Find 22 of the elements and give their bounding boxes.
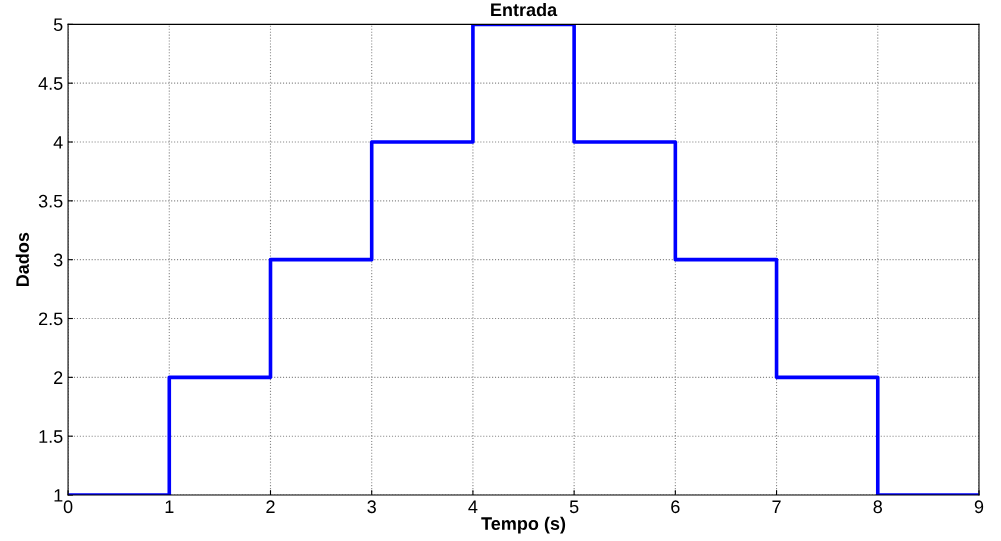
y-tick-label: 4.5	[38, 77, 63, 90]
x-tick-label: 3	[367, 500, 376, 514]
y-tick-label: 2.5	[39, 312, 63, 326]
x-tick-label: 7	[772, 500, 781, 513]
y-tick-label: 2	[54, 371, 63, 384]
y-tick-label: 1.5	[39, 430, 63, 443]
x-tick-label: 9	[974, 500, 984, 514]
x-tick-label: 4	[468, 500, 478, 513]
y-axis-title: Dados	[15, 232, 29, 287]
x-tick-label: 2	[266, 500, 275, 513]
x-tick-label: 0	[63, 500, 73, 514]
x-tick-label: 1	[165, 500, 174, 513]
y-tick-label: 3	[53, 253, 63, 267]
y-tick-label: 3.5	[38, 194, 63, 208]
y-tick-label: 1	[54, 489, 63, 502]
y-tick-label: 4	[53, 136, 63, 149]
x-tick-label: 8	[873, 500, 882, 514]
y-tick-label: 5	[53, 18, 63, 32]
chart-title: Entrada	[491, 2, 558, 17]
x-tick-label: 6	[671, 500, 680, 514]
x-tick-label: 5	[569, 500, 579, 514]
x-axis-title: Tempo (s)	[481, 516, 566, 534]
